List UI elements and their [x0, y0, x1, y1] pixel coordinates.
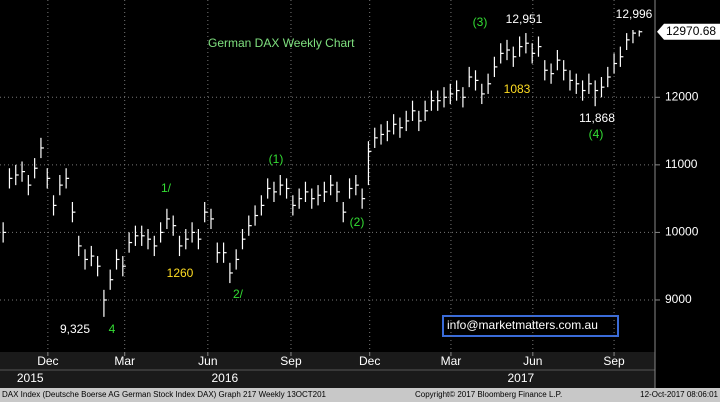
- annotation: (3): [473, 15, 488, 29]
- year-label: 2015: [17, 371, 44, 385]
- annotation: 12,951: [506, 12, 543, 26]
- annotation: 12,996: [616, 7, 653, 21]
- annotation: 11,868: [579, 111, 615, 125]
- y-tick-label: 12000: [665, 89, 699, 103]
- x-tick-label: Dec: [359, 354, 380, 368]
- footer-date: 12-Oct-2017 08:06:01: [640, 390, 718, 399]
- annotation: German DAX Weekly Chart: [208, 36, 355, 50]
- y-tick-label: 11000: [665, 157, 698, 171]
- annotation: 2/: [233, 287, 244, 301]
- x-tick-label: Jun: [523, 354, 542, 368]
- last-price-label: 12970.68: [666, 24, 716, 38]
- annotation: 1083: [504, 82, 531, 96]
- x-tick-label: Mar: [114, 354, 135, 368]
- annotation: info@marketmatters.com.au: [447, 318, 598, 332]
- annotation: (2): [350, 215, 365, 229]
- x-tick-label: Jun: [198, 354, 217, 368]
- annotation: (1): [269, 152, 284, 166]
- x-tick-label: Dec: [37, 354, 58, 368]
- footer-left: DAX Index (Deutsche Boerse AG German Sto…: [2, 390, 327, 399]
- year-label: 2017: [507, 371, 534, 385]
- annotation: 1/: [161, 181, 172, 195]
- x-tick-label: Mar: [441, 354, 462, 368]
- y-tick-label: 10000: [665, 225, 699, 239]
- x-tick-label: Sep: [603, 354, 625, 368]
- last-price-box: [657, 23, 720, 40]
- footer-copyright: Copyright© 2017 Bloomberg Finance L.P.: [415, 390, 562, 399]
- annotation: 1260: [167, 266, 194, 280]
- annotation: 4: [109, 322, 116, 336]
- annotation: (4): [589, 127, 604, 141]
- y-tick-label: 9000: [665, 292, 692, 306]
- annotation: 9,325: [60, 322, 90, 336]
- footer-band: [0, 388, 720, 402]
- year-label: 2016: [211, 371, 238, 385]
- x-tick-label: Sep: [280, 354, 302, 368]
- email-box: [442, 315, 619, 337]
